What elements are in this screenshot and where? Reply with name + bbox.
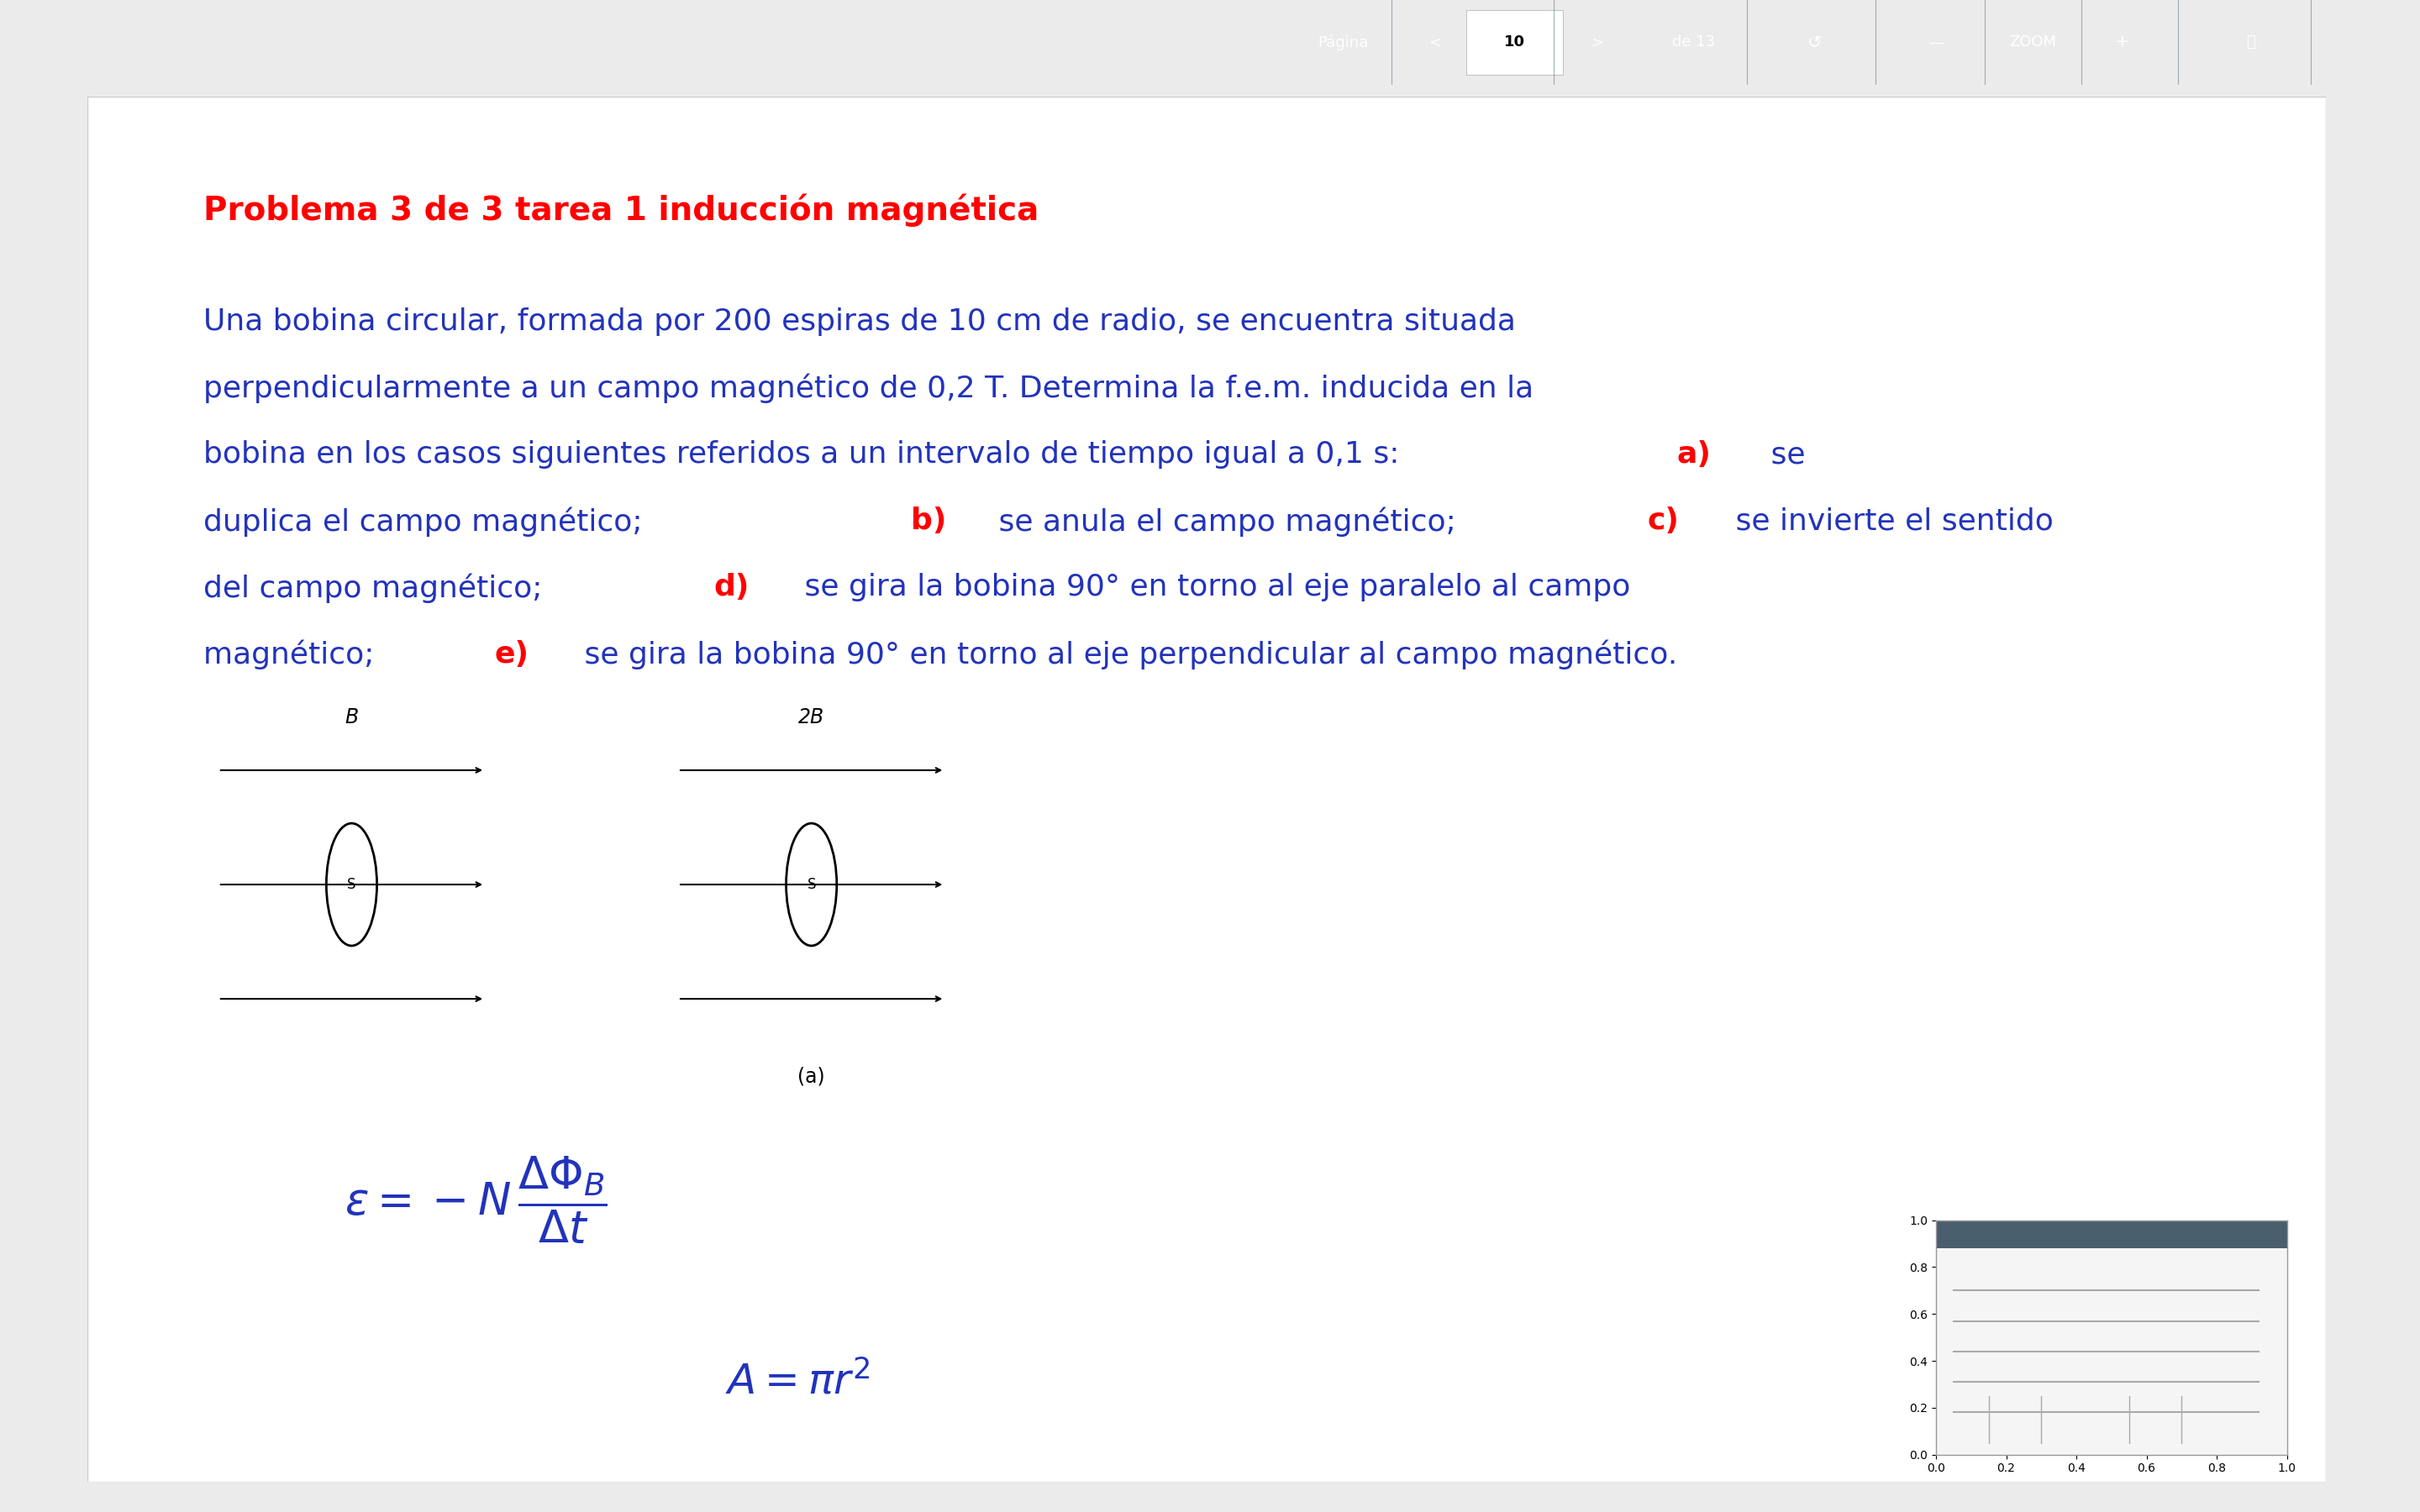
Text: 2B: 2B	[799, 708, 825, 727]
Text: (a): (a)	[799, 1066, 825, 1087]
Text: Problema 3 de 3 tarea 1 inducción magnética: Problema 3 de 3 tarea 1 inducción magnét…	[203, 194, 1038, 227]
Text: Página: Página	[1319, 35, 1367, 50]
Text: perpendicularmente a un campo magnético de 0,2 T. Determina la f.e.m. inducida e: perpendicularmente a un campo magnético …	[203, 373, 1534, 404]
Text: <: <	[1428, 35, 1442, 50]
Text: S: S	[806, 877, 816, 892]
FancyBboxPatch shape	[87, 97, 2326, 1482]
Text: $A = \pi r^2$: $A = \pi r^2$	[726, 1361, 869, 1403]
Text: se gira la bobina 90° en torno al eje paralelo al campo: se gira la bobina 90° en torno al eje pa…	[794, 573, 1631, 602]
Text: Una bobina circular, formada por 200 espiras de 10 cm de radio, se encuentra sit: Una bobina circular, formada por 200 esp…	[203, 307, 1515, 336]
Text: de 13: de 13	[1672, 35, 1716, 50]
Text: c): c)	[1648, 507, 1679, 535]
Text: ↺: ↺	[1808, 33, 1822, 51]
Text: >: >	[1590, 35, 1604, 50]
Text: +: +	[2115, 33, 2130, 51]
Text: e): e)	[494, 640, 530, 668]
Text: magnético;: magnético;	[203, 640, 385, 670]
Text: —: —	[1929, 35, 1943, 50]
Text: del campo magnético;: del campo magnético;	[203, 573, 552, 603]
Text: $\varepsilon = -N\,\dfrac{\Delta\Phi_B}{\Delta t}$: $\varepsilon = -N\,\dfrac{\Delta\Phi_B}{…	[344, 1155, 607, 1246]
Text: duplica el campo magnético;: duplica el campo magnético;	[203, 507, 653, 537]
Text: se invierte el sentido: se invierte el sentido	[1725, 507, 2052, 535]
Text: se anula el campo magnético;: se anula el campo magnético;	[990, 507, 1467, 537]
FancyBboxPatch shape	[1467, 11, 1563, 74]
Text: ZOOM: ZOOM	[2009, 35, 2057, 50]
Text: b): b)	[910, 507, 946, 535]
Text: d): d)	[714, 573, 750, 602]
Text: S: S	[346, 877, 356, 892]
Text: se gira la bobina 90° en torno al eje perpendicular al campo magnético.: se gira la bobina 90° en torno al eje pe…	[576, 640, 1677, 670]
Text: 10: 10	[1505, 35, 1525, 50]
Text: bobina en los casos siguientes referidos a un intervalo de tiempo igual a 0,1 s:: bobina en los casos siguientes referidos…	[203, 440, 1408, 469]
FancyBboxPatch shape	[1936, 1220, 2287, 1249]
Text: B: B	[344, 708, 358, 727]
Text: ⤢: ⤢	[2246, 35, 2255, 50]
Text: se: se	[1762, 440, 1805, 469]
Text: a): a)	[1677, 440, 1711, 469]
